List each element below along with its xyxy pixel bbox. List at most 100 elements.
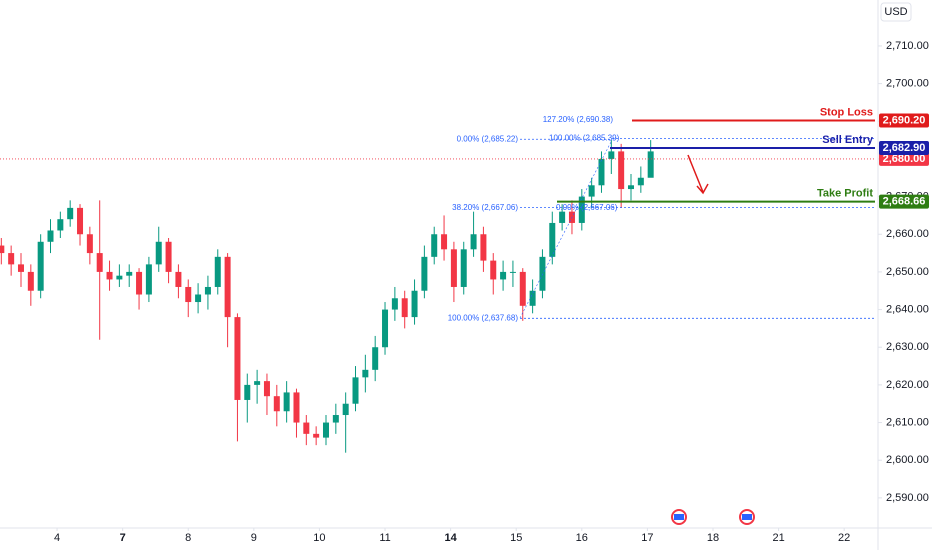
candle-body [185,286,192,303]
candle-body [480,234,487,261]
candle-body [608,151,615,159]
candle-body [322,422,329,438]
x-tick-label: 14 [444,532,457,544]
candle-body [126,271,133,276]
currency: USD [884,6,907,18]
event-icon[interactable] [739,509,755,525]
fib-label: 0.00% (2,685.22) [457,134,519,143]
candle-body [352,377,359,404]
y-tick-label: 2,610.00 [886,416,929,428]
price-tag-label: 2,668.66 [883,196,926,208]
candle-body [116,275,123,280]
y-tick-label: 2,650.00 [886,266,929,278]
candle-body [67,207,74,220]
candle-body [342,403,349,416]
candle-body [431,234,438,257]
candle-body [293,392,300,423]
level-name: Take Profit [817,188,873,200]
candle-body [155,241,162,265]
candle-body [362,369,369,378]
candle-body [145,264,152,295]
level-name: Stop Loss [820,106,873,118]
candle-body [57,219,64,231]
candle-body [47,230,54,242]
price-tag-label: 2,690.20 [883,114,926,126]
candle-body [559,211,566,223]
price-tag-label: 2,680.00 [883,153,926,165]
price-tag-label: 2,682.90 [883,142,926,154]
candle-body [391,298,398,310]
candle-body [470,234,477,250]
y-tick-label: 2,590.00 [886,492,929,504]
candle-body [401,298,408,318]
x-tick-label: 22 [838,532,850,544]
fib-label: 0.00% (2,667.06) [556,203,618,212]
candle-body [332,415,339,423]
currency-box[interactable] [880,2,912,22]
x-tick-label: 10 [313,532,325,544]
y-tick-label: 2,660.00 [886,228,929,240]
candle-body [549,222,556,257]
x-tick-label: 17 [641,532,653,544]
fib-label: 100.00% (2,685.39) [549,134,620,143]
candle-body [106,271,113,280]
candle-body [618,151,625,190]
y-tick-label: 2,710.00 [886,40,929,52]
plot [0,140,654,453]
candle-body [273,396,280,412]
candle-body [303,422,310,434]
candle-body [519,271,526,306]
candle-body [529,290,536,306]
level-name: Sell Entry [822,134,874,146]
candle-body [382,309,389,348]
candle-body [263,381,270,397]
fib-diagonal [519,139,613,319]
candle-body [204,286,211,295]
arrow-head [696,183,709,195]
fib-label: 38.20% (2,667.06) [452,203,518,212]
x-tick-label: 16 [576,532,588,544]
price-tag [879,194,929,209]
fib-label: 127.20% (2,690.38) [543,115,614,124]
candle-body [77,207,84,235]
candle-body [460,249,467,287]
candle-body [175,271,182,287]
candle-body [627,185,634,190]
candle-body [195,294,202,303]
candle-body [86,234,93,254]
y-tick-label: 2,630.00 [886,341,929,353]
candle-body [96,253,103,272]
candle-body [8,253,15,265]
candle-body [27,271,34,291]
candle-body [647,151,654,178]
candle-body [372,347,379,370]
candle-body [313,433,320,438]
x-tick-label: 7 [120,532,126,544]
y-tick-label: 2,620.00 [886,379,929,391]
candle-body [244,384,251,400]
candle-body [588,185,595,197]
x-tick-label: 8 [185,532,191,544]
candle-body [509,271,516,273]
fib-label: 100.00% (2,637.68) [448,313,519,322]
candle-body [500,271,507,280]
candle-body [0,245,5,254]
event-icon[interactable] [671,509,687,525]
candle-body [234,317,241,400]
y-tick-label: 2,700.00 [886,78,929,90]
price-tag [879,141,929,156]
candle-body [490,260,497,280]
candle-body [421,256,428,291]
candle-body [578,196,585,223]
y-tick-label: 2,600.00 [886,454,929,466]
y-tick-label: 2,640.00 [886,303,929,315]
candle-body [411,290,418,318]
x-tick-label: 11 [379,532,390,544]
candle-body [539,256,546,291]
price-tag [879,151,929,166]
arrow [687,154,704,193]
candle-body [165,241,172,272]
candle-body [637,177,644,186]
candle-body [450,249,457,287]
x-tick-label: 18 [707,532,719,544]
